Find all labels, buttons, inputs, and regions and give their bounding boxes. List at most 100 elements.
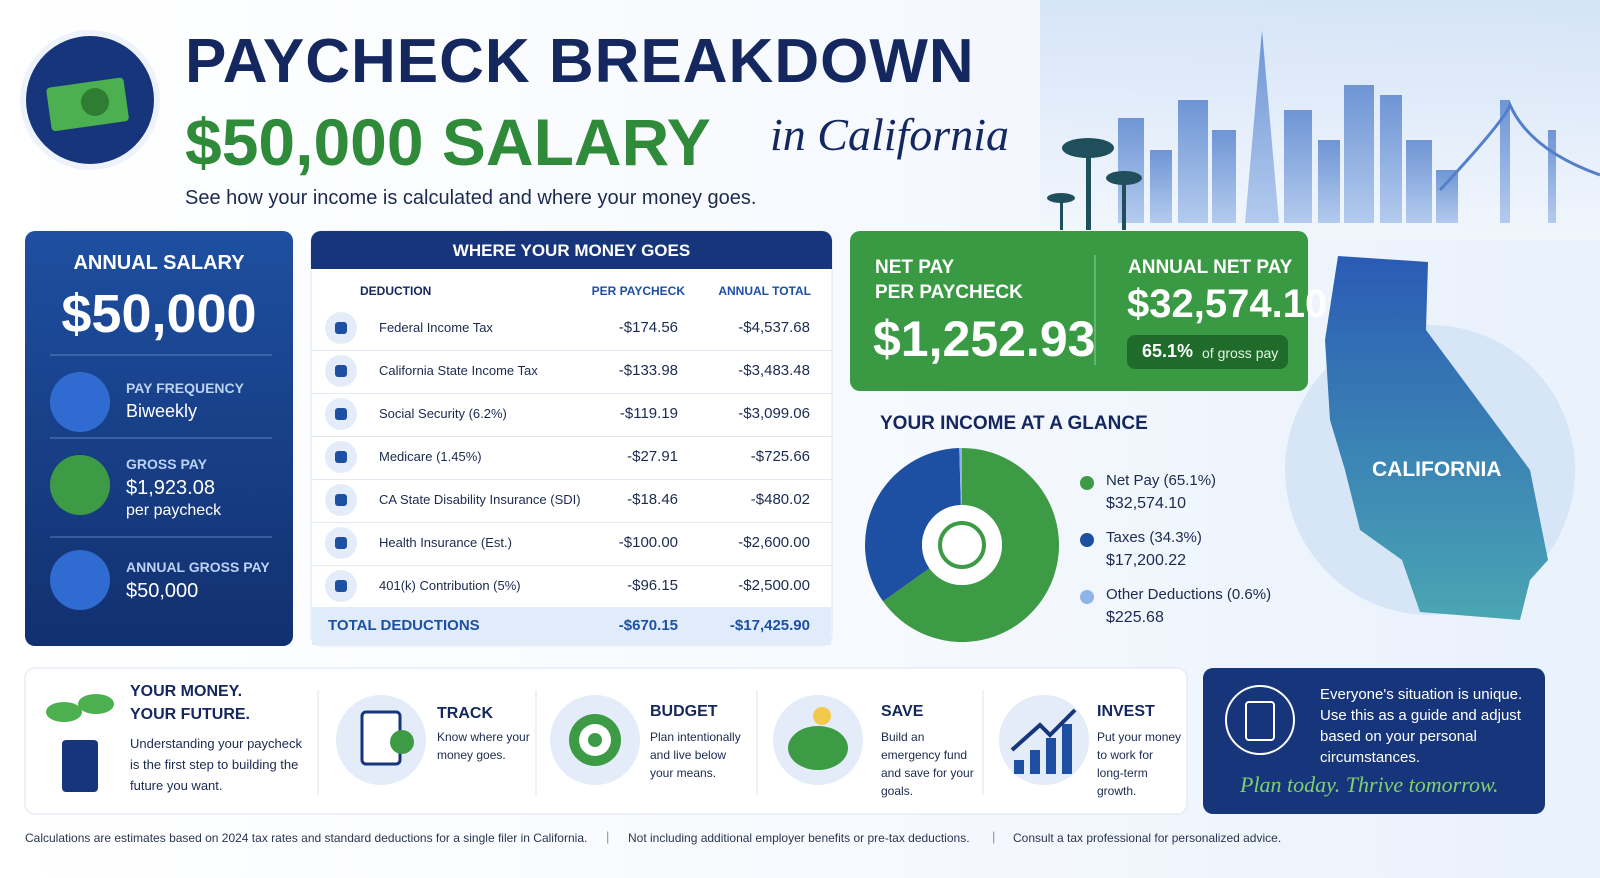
table-total-bg bbox=[312, 607, 831, 645]
icon-money bbox=[50, 455, 110, 515]
map-label: CALIFORNIA bbox=[1372, 458, 1502, 481]
legend: Net Pay (65.1%) $32,574.10 Taxes (34.3%) $1… bbox=[1080, 470, 1300, 640]
item-label: ANNUAL GROSS PAY bbox=[126, 559, 270, 575]
legend-label: Other Deductions (0.6%) bbox=[1106, 586, 1272, 603]
deductions-table: WHERE YOUR MONEY GOES DEDUCTION PER PAYC… bbox=[311, 231, 832, 646]
location: in California bbox=[770, 109, 1009, 160]
item-note: per paycheck bbox=[126, 502, 222, 519]
table-row: Social Security (6.2%) -$119.19 -$3,099.06 bbox=[311, 393, 832, 437]
center-icon bbox=[938, 521, 986, 569]
item-label: GROSS PAY bbox=[126, 456, 207, 472]
annual-net-value: $32,574.10 bbox=[1127, 282, 1328, 326]
annual-total: -$725.66 bbox=[750, 448, 810, 465]
legend-value: $32,574.10 bbox=[1106, 495, 1187, 512]
table-row: California State Income Tax -$133.98 -$3,4… bbox=[311, 350, 832, 394]
annual-total: -$480.02 bbox=[750, 491, 810, 508]
percent-pill bbox=[1127, 335, 1288, 369]
summary-amount: $50,000 bbox=[61, 284, 257, 344]
per-paycheck: -$96.15 bbox=[627, 577, 678, 594]
intro-title: YOUR FUTURE. bbox=[130, 706, 250, 723]
skyline bbox=[1118, 30, 1600, 223]
percent-note: of gross pay bbox=[1202, 345, 1279, 361]
annual-total: -$2,500.00 bbox=[738, 577, 810, 594]
deduction-name: 401(k) Contribution (5%) bbox=[379, 578, 521, 593]
table-row: Medicare (1.45%) -$27.91 -$725.66 bbox=[311, 436, 832, 480]
footer-note: Consult a tax professional for personali… bbox=[1013, 831, 1282, 845]
tip-text: Put your money to work for long-term gro… bbox=[1097, 730, 1182, 798]
deduction-name: Federal Income Tax bbox=[379, 320, 493, 335]
item-label: PAY FREQUENCY bbox=[126, 380, 244, 396]
note-panel bbox=[1203, 668, 1545, 814]
legend-swatch bbox=[1080, 590, 1094, 604]
net-pay-label: NET PAY bbox=[875, 257, 955, 278]
tip-text: Know where your money goes. bbox=[437, 730, 530, 762]
intro-title: YOUR MONEY. bbox=[130, 683, 243, 700]
tip-title: SAVE bbox=[881, 703, 924, 720]
total-label: TOTAL DEDUCTIONS bbox=[328, 617, 480, 634]
legend-value: $225.68 bbox=[1106, 609, 1164, 626]
icon-calendar bbox=[50, 550, 110, 610]
tip-dividers bbox=[317, 690, 984, 795]
pie-slice bbox=[864, 448, 961, 602]
row-icon bbox=[325, 441, 357, 473]
legend-value: $17,200.22 bbox=[1106, 552, 1187, 569]
column-header: ANNUAL TOTAL bbox=[718, 284, 811, 298]
legend-label: Taxes (34.3%) bbox=[1106, 529, 1202, 546]
net-pay-label: PER PAYCHECK bbox=[875, 282, 1023, 303]
total-annual: -$17,425.90 bbox=[729, 617, 810, 634]
item-value: $1,923.08 bbox=[126, 477, 215, 499]
palm-trees bbox=[1047, 138, 1142, 230]
column-header: DEDUCTION bbox=[360, 284, 432, 298]
item-value: Biweekly bbox=[126, 401, 198, 421]
row-icon bbox=[325, 570, 357, 602]
table-title: WHERE YOUR MONEY GOES bbox=[452, 241, 691, 260]
pie-slice bbox=[959, 447, 962, 506]
tip-icons bbox=[46, 694, 1089, 792]
tip-text: Plan intentionally and live below your m… bbox=[650, 730, 741, 780]
column-header: PER PAYCHECK bbox=[591, 284, 685, 298]
donut-chart bbox=[864, 447, 1059, 642]
separator: | bbox=[992, 829, 996, 844]
note-text: Everyone's situation is unique. Use this… bbox=[1320, 686, 1523, 766]
row-icon bbox=[325, 527, 357, 559]
tip-title: BUDGET bbox=[650, 703, 718, 720]
intro-text: Understanding your paycheck is the first… bbox=[130, 736, 302, 793]
slogan: Plan today. Thrive tomorrow. bbox=[1240, 772, 1499, 797]
per-paycheck: -$174.56 bbox=[618, 319, 678, 336]
row-icon bbox=[325, 312, 357, 344]
annual-total: -$2,600.00 bbox=[738, 534, 810, 551]
per-paycheck: -$133.98 bbox=[618, 362, 678, 379]
subtitle: See how your income is calculated and wh… bbox=[185, 187, 757, 209]
per-paycheck: -$119.19 bbox=[619, 405, 678, 422]
total-per-paycheck: -$670.15 bbox=[618, 617, 678, 634]
per-paycheck: -$100.00 bbox=[618, 534, 678, 551]
deduction-name: Health Insurance (Est.) bbox=[379, 535, 512, 550]
icon-calculator bbox=[1245, 701, 1275, 741]
california-shape bbox=[1325, 256, 1548, 620]
deduction-name: Medicare (1.45%) bbox=[379, 449, 482, 464]
per-paycheck: -$27.91 bbox=[627, 448, 678, 465]
table-row: CA State Disability Insurance (SDI) -$18.… bbox=[311, 479, 832, 523]
table-row: 401(k) Contribution (5%) -$96.15 -$2,500.0… bbox=[311, 565, 832, 608]
donut-center bbox=[922, 505, 1002, 585]
deduction-name: CA State Disability Insurance (SDI) bbox=[379, 492, 581, 507]
row-icon bbox=[325, 398, 357, 430]
annual-net-label: ANNUAL NET PAY bbox=[1128, 257, 1293, 278]
icon-calculator bbox=[1225, 685, 1295, 755]
item-value: $50,000 bbox=[126, 580, 199, 602]
pie-slice bbox=[882, 448, 1059, 642]
legend-swatch bbox=[1080, 476, 1094, 490]
legend-swatch bbox=[1080, 533, 1094, 547]
annual-total: -$3,483.48 bbox=[738, 362, 810, 379]
tip-text: Build an emergency fund and save for you… bbox=[881, 730, 974, 798]
separator: | bbox=[606, 829, 610, 844]
legend-label: Net Pay (65.1%) bbox=[1106, 472, 1217, 489]
salary-heading: $50,000 SALARY bbox=[185, 105, 711, 179]
tip-title: INVEST bbox=[1097, 703, 1155, 720]
table-header bbox=[311, 231, 832, 269]
annual-total: -$3,099.06 bbox=[738, 405, 810, 422]
footer-note: Calculations are estimates based on 2024… bbox=[25, 831, 588, 845]
summary-label: ANNUAL SALARY bbox=[73, 252, 245, 274]
